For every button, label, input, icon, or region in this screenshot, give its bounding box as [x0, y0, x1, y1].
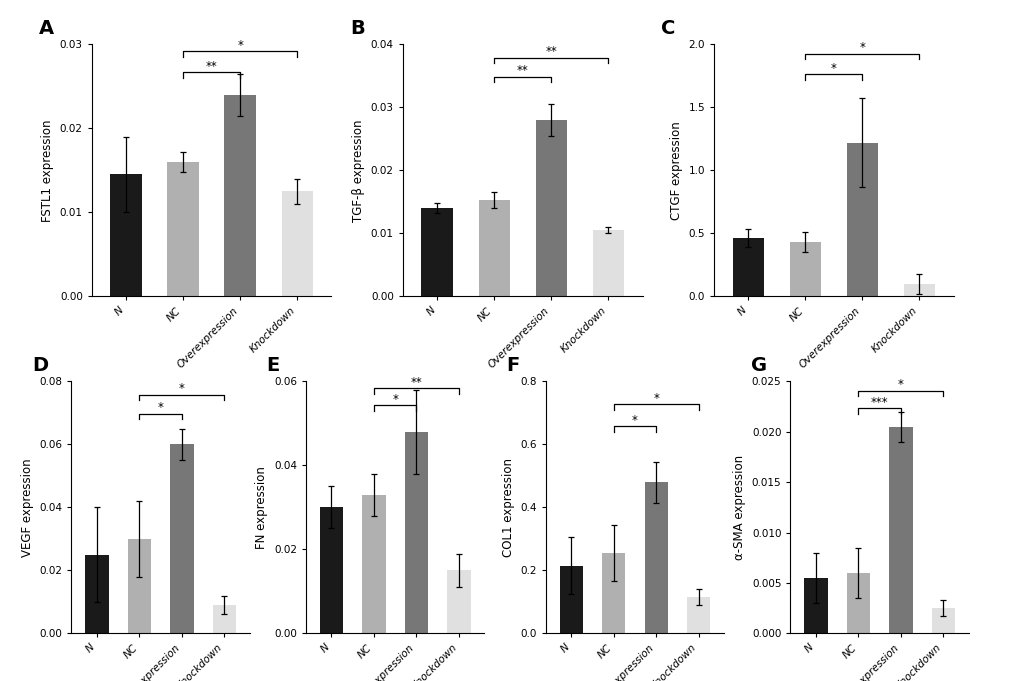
Bar	[170, 445, 194, 633]
Bar	[421, 208, 452, 296]
Bar	[687, 597, 709, 633]
Y-axis label: FN expression: FN expression	[255, 466, 268, 549]
Text: F: F	[506, 356, 519, 375]
Text: C: C	[660, 19, 675, 38]
Text: *: *	[897, 379, 903, 392]
Text: *: *	[237, 39, 243, 52]
Text: *: *	[632, 414, 637, 427]
Text: D: D	[33, 356, 48, 375]
Text: **: **	[411, 376, 422, 389]
Bar	[478, 200, 510, 296]
Y-axis label: TGF-β expression: TGF-β expression	[352, 119, 365, 221]
Bar	[110, 174, 142, 296]
Y-axis label: FSTL1 expression: FSTL1 expression	[41, 119, 54, 221]
Bar	[320, 507, 342, 633]
Bar	[601, 553, 625, 633]
Text: **: **	[206, 60, 217, 73]
Y-axis label: VEGF expression: VEGF expression	[20, 458, 34, 556]
Text: **: **	[517, 64, 528, 77]
Bar	[167, 162, 199, 296]
Bar	[535, 120, 567, 296]
Bar	[592, 230, 624, 296]
Bar	[644, 482, 667, 633]
Bar	[931, 608, 954, 633]
Bar	[281, 191, 313, 296]
Y-axis label: COL1 expression: COL1 expression	[501, 458, 515, 557]
Text: *: *	[859, 42, 864, 54]
Text: **: **	[545, 45, 556, 58]
Bar	[804, 578, 826, 633]
Text: E: E	[267, 356, 279, 375]
Text: *: *	[158, 401, 163, 414]
Bar	[213, 605, 235, 633]
Text: *: *	[652, 392, 658, 405]
Bar	[405, 432, 428, 633]
Text: ***: ***	[870, 396, 888, 409]
Bar	[846, 142, 877, 296]
Bar	[559, 566, 582, 633]
Y-axis label: α-SMA expression: α-SMA expression	[733, 455, 746, 560]
Bar	[846, 573, 869, 633]
Text: *: *	[830, 61, 836, 74]
Bar	[889, 427, 912, 633]
Bar	[732, 238, 763, 296]
Text: B: B	[350, 19, 365, 38]
Bar	[86, 554, 108, 633]
Text: A: A	[39, 19, 54, 38]
Bar	[127, 539, 151, 633]
Text: G: G	[750, 356, 766, 375]
Bar	[224, 95, 256, 296]
Bar	[362, 494, 385, 633]
Y-axis label: CTGF expression: CTGF expression	[669, 121, 682, 220]
Text: *: *	[392, 393, 397, 406]
Bar	[789, 242, 820, 296]
Bar	[903, 284, 934, 296]
Text: *: *	[178, 382, 184, 395]
Bar	[447, 571, 470, 633]
